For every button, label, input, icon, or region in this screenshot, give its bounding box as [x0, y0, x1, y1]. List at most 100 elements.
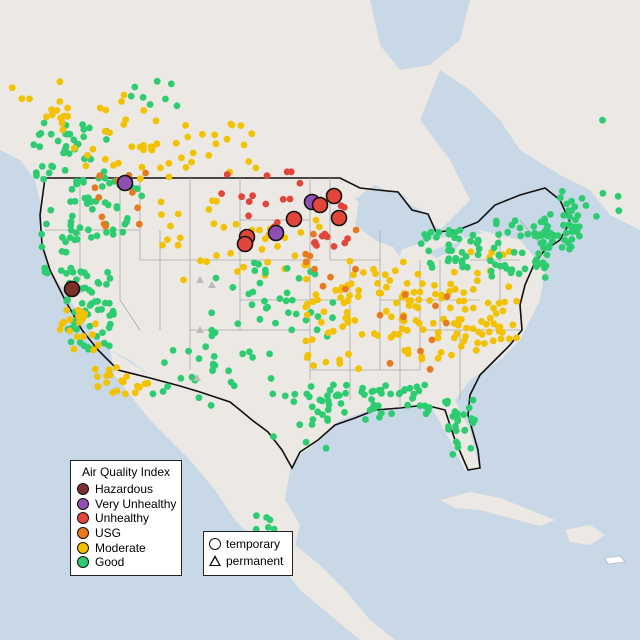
- temporary-site-marker: [287, 168, 295, 176]
- temporary-site-marker: [140, 146, 147, 154]
- temporary-site-marker: [138, 163, 146, 171]
- temporary-site-marker: [438, 291, 445, 299]
- temporary-site-marker: [451, 285, 459, 293]
- temporary-site-marker: [90, 346, 98, 354]
- lake-superior: [355, 190, 408, 206]
- temporary-site-marker: [270, 525, 278, 533]
- temporary-site-marker: [245, 158, 253, 165]
- temporary-site-marker: [109, 231, 117, 238]
- temporary-site-marker: [434, 334, 442, 342]
- temporary-site-marker: [515, 270, 523, 278]
- temporary-site-marker: [413, 383, 421, 391]
- temporary-site-marker: [548, 237, 556, 245]
- temporary-site-marker: [451, 334, 458, 342]
- temporary-site-marker: [157, 164, 164, 172]
- temporary-site-marker: [144, 379, 152, 387]
- temporary-site-marker: [499, 307, 507, 315]
- temporary-site-marker: [103, 228, 110, 236]
- temporary-site-marker: [518, 249, 526, 257]
- temporary-site-marker: [283, 289, 291, 297]
- temporary-site-marker: [127, 92, 135, 100]
- temporary-site-marker: [189, 149, 197, 157]
- temporary-site-marker: [374, 332, 381, 339]
- temporary-site-marker: [334, 391, 341, 398]
- temporary-site-marker: [118, 377, 125, 385]
- temporary-site-marker: [484, 299, 492, 307]
- high-aqi-site-marker: [267, 224, 285, 242]
- temporary-site-marker: [401, 291, 409, 299]
- hispaniola: [565, 525, 605, 545]
- temporary-site-marker: [388, 410, 395, 418]
- temporary-site-marker: [159, 388, 167, 395]
- temporary-site-marker: [113, 387, 121, 395]
- temporary-site-marker: [492, 310, 500, 317]
- temporary-site-marker: [232, 220, 240, 228]
- temporary-site-marker: [487, 267, 495, 275]
- temporary-site-marker: [308, 336, 316, 343]
- temporary-site-marker: [312, 291, 320, 298]
- temporary-site-marker: [490, 304, 497, 312]
- temporary-site-marker: [220, 223, 228, 231]
- temporary-site-marker: [223, 171, 231, 178]
- temporary-site-marker: [240, 263, 247, 271]
- temporary-site-marker: [524, 230, 532, 238]
- temporary-site-marker: [490, 244, 498, 252]
- temporary-site-marker: [292, 310, 300, 318]
- temporary-site-marker: [395, 390, 403, 398]
- permanent-site-marker: [193, 374, 201, 381]
- temporary-site-marker: [468, 415, 475, 422]
- temporary-site-marker: [63, 270, 70, 277]
- temporary-site-marker: [511, 217, 519, 225]
- temporary-site-marker: [195, 355, 203, 363]
- temporary-site-marker: [565, 207, 572, 215]
- temporary-site-marker: [428, 264, 436, 271]
- legend-label: USG: [95, 526, 122, 541]
- temporary-site-marker: [73, 325, 80, 333]
- temporary-site-marker: [302, 275, 310, 283]
- legend-title: Air Quality Index: [81, 465, 171, 479]
- temporary-site-marker: [508, 266, 516, 274]
- temporary-site-marker: [535, 250, 542, 257]
- temporary-site-marker: [94, 373, 101, 381]
- legend-label: Very Unhealthy: [95, 496, 177, 511]
- legend-item-permanent: permanent: [204, 552, 292, 569]
- temporary-site-marker: [103, 136, 110, 143]
- temporary-site-marker: [103, 379, 110, 386]
- temporary-site-marker: [462, 253, 470, 260]
- temporary-site-marker: [428, 336, 436, 344]
- temporary-site-marker: [424, 407, 432, 414]
- monitor-markers: [8, 77, 623, 533]
- temporary-site-marker: [495, 252, 503, 260]
- temporary-site-marker: [503, 264, 510, 272]
- very-unhealthy-swatch: [77, 497, 89, 510]
- temporary-site-marker: [8, 84, 16, 92]
- temporary-site-marker: [89, 331, 96, 338]
- temporary-site-marker: [128, 143, 136, 151]
- aqi-legend: Air Quality Index Hazardous Very Unhealt…: [70, 460, 182, 576]
- temporary-site-marker: [354, 293, 362, 300]
- temporary-site-marker: [263, 172, 271, 180]
- temporary-site-marker: [118, 98, 125, 105]
- temporary-site-marker: [352, 265, 359, 273]
- temporary-site-marker: [101, 127, 109, 135]
- temporary-site-marker: [238, 193, 246, 201]
- temporary-site-marker: [195, 394, 203, 402]
- temporary-site-marker: [495, 327, 503, 335]
- temporary-site-marker: [56, 326, 64, 333]
- temporary-site-marker: [337, 400, 345, 407]
- temporary-site-marker: [48, 111, 56, 119]
- temporary-site-marker: [429, 319, 437, 327]
- temporary-site-marker: [302, 316, 310, 324]
- temporary-site-marker: [322, 358, 330, 366]
- temporary-site-marker: [249, 192, 256, 200]
- temporary-site-marker: [59, 126, 67, 134]
- temporary-site-marker: [432, 302, 439, 310]
- temporary-site-marker: [305, 393, 313, 401]
- temporary-site-marker: [78, 300, 86, 307]
- temporary-site-marker: [64, 130, 72, 138]
- temporary-site-marker: [138, 192, 146, 200]
- temporary-site-marker: [94, 382, 102, 390]
- temporary-site-marker: [38, 243, 46, 251]
- temporary-site-marker: [182, 122, 190, 129]
- temporary-site-marker: [255, 260, 262, 268]
